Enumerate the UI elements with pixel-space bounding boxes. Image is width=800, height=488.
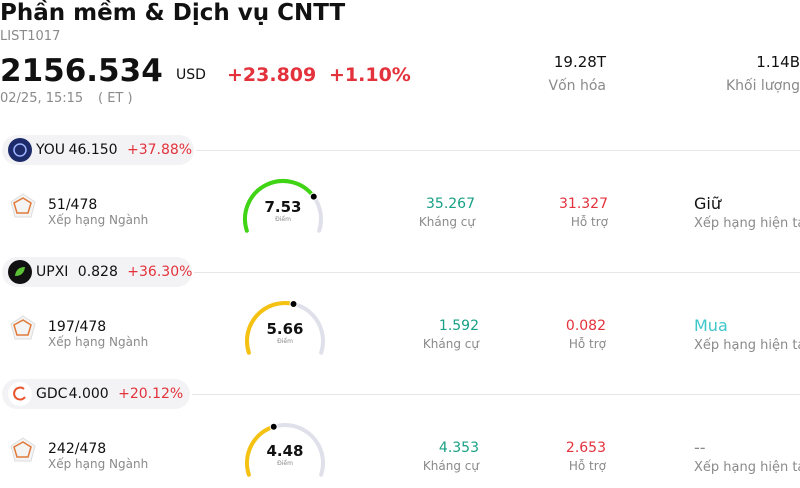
stock-price: 0.828: [77, 264, 118, 280]
stock-logo: [8, 138, 32, 162]
rank-icon-fill: [13, 197, 32, 214]
stat-label: Vốn hóa: [548, 78, 606, 94]
gauge-fill: [243, 179, 316, 233]
support-label: Hỗ trợ: [568, 459, 606, 473]
resistance: 35.267: [426, 196, 475, 212]
rank-icon-fill: [13, 441, 32, 458]
stock-pill[interactable]: [2, 135, 194, 165]
logo-mark: [15, 267, 25, 276]
stock-logo: [8, 260, 32, 284]
score-label: Điểm: [277, 338, 293, 345]
logo-mark: [13, 143, 27, 157]
support: 31.327: [559, 196, 608, 212]
resistance: 1.592: [438, 318, 479, 334]
stat-value: 19.28T: [553, 53, 606, 71]
support: 2.653: [565, 440, 606, 456]
currency: USD: [176, 67, 206, 83]
logo-bg: [8, 382, 32, 406]
rating: --: [694, 438, 706, 457]
time: 02/25, 15:15: [0, 91, 84, 106]
rank-label: Xếp hạng Ngành: [48, 335, 149, 349]
logo-bg: [8, 138, 32, 162]
gauge-fill: [245, 424, 276, 477]
support-label: Hỗ trợ: [570, 215, 608, 229]
title: Phần mềm & Dịch vụ CNTT: [0, 0, 346, 26]
separator: [196, 150, 800, 151]
separator: [194, 272, 800, 273]
support: 0.082: [565, 318, 606, 334]
change-pct: +1.10%: [329, 64, 411, 86]
rank-icon-fill: [13, 319, 32, 336]
resistance-label: Kháng cự: [422, 459, 479, 473]
resistance-label: Kháng cự: [418, 215, 475, 229]
stock-change: +20.12%: [118, 386, 184, 402]
rank-icon: [10, 315, 36, 340]
resistance: 4.353: [438, 440, 479, 456]
rating: Mua: [694, 316, 728, 335]
rating-label: Xếp hạng hiện tại: [694, 338, 800, 353]
gauge: [243, 179, 323, 233]
score: 7.53: [264, 198, 302, 216]
ticker: YOU: [36, 142, 66, 158]
stock-pill[interactable]: [2, 379, 190, 409]
change: +23.809: [227, 64, 317, 86]
stock-logo: [8, 382, 32, 406]
rank-label: Xếp hạng Ngành: [48, 213, 149, 227]
score-label: Điểm: [277, 460, 293, 467]
gauge-knob: [289, 299, 298, 308]
gauge-knob: [269, 422, 278, 431]
rating: Giữ: [694, 194, 721, 213]
gauge-knob: [309, 192, 318, 201]
stock-pill[interactable]: [2, 257, 192, 287]
rank: 242/478: [48, 441, 107, 457]
price: 2156.534: [0, 53, 163, 89]
separator: [192, 394, 800, 395]
rank: 197/478: [48, 319, 107, 335]
stock-change: +36.30%: [127, 264, 193, 280]
stat-label: Khối lượng: [725, 78, 800, 94]
stock-price: 46.150: [68, 142, 118, 158]
gauge: [245, 299, 325, 355]
resistance-label: Kháng cự: [422, 337, 479, 351]
support-label: Hỗ trợ: [568, 337, 606, 351]
score: 5.66: [266, 320, 304, 338]
stock-price: 4.000: [68, 386, 109, 402]
rating-label: Xếp hạng hiện tại: [694, 216, 800, 231]
ticker: GDC: [36, 386, 68, 402]
rank-icon: [10, 193, 36, 218]
stock-change: +37.88%: [127, 142, 193, 158]
gauge-fill: [245, 301, 296, 355]
logo-mark: [13, 386, 26, 401]
score-label: Điểm: [275, 216, 291, 223]
index-code: LIST1017: [0, 29, 61, 44]
rank: 51/478: [48, 197, 98, 213]
timezone: ( ET ): [98, 91, 133, 106]
gauge: [245, 422, 325, 477]
rank-icon: [10, 437, 36, 462]
ticker: UPXI: [36, 264, 69, 280]
score: 4.48: [266, 442, 304, 460]
rank-label: Xếp hạng Ngành: [48, 457, 149, 471]
stat-value: 1.14B: [756, 53, 800, 71]
rating-label: Xếp hạng hiện tại: [694, 460, 800, 475]
